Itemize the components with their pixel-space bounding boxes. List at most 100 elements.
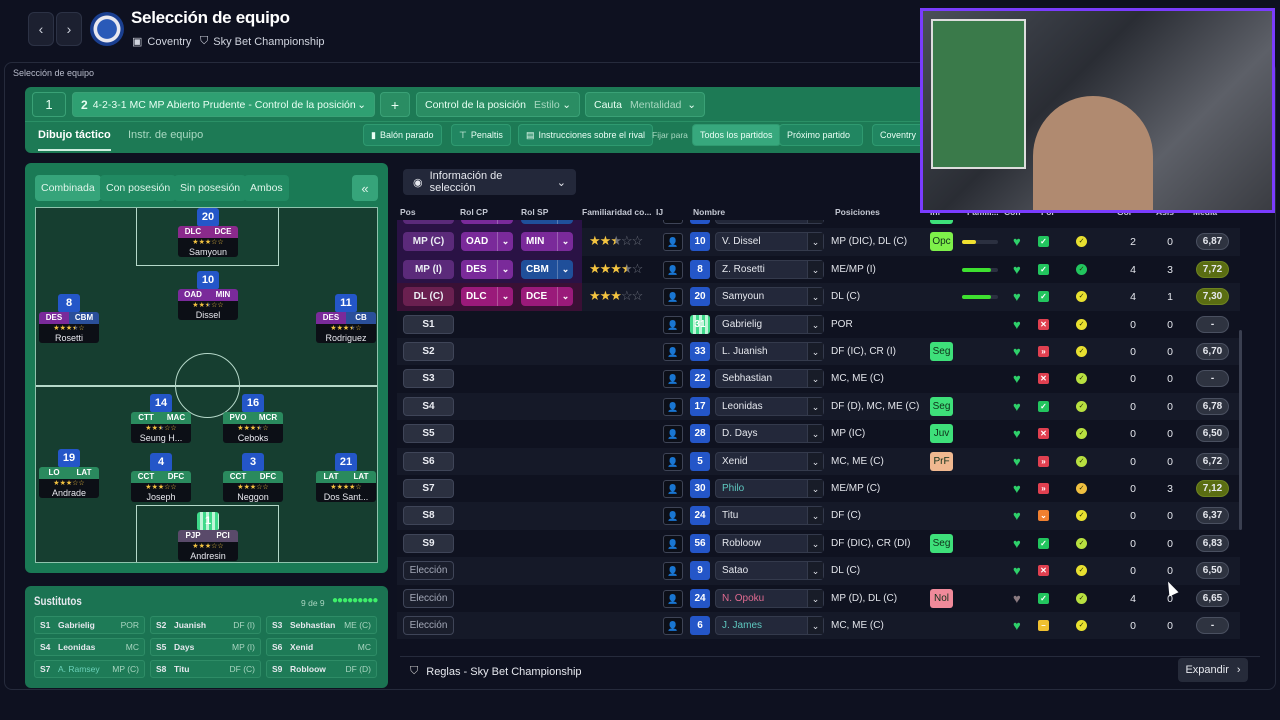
table-scrollbar[interactable] xyxy=(1239,330,1242,530)
role-sp-select[interactable]: CB⌄ xyxy=(521,220,573,224)
role-in-possession[interactable]: LAT xyxy=(316,471,346,483)
player-select[interactable]: J. James ⌄ xyxy=(715,616,824,635)
player-select[interactable]: Titu ⌄ xyxy=(715,506,824,526)
position-button[interactable]: S1 xyxy=(403,314,454,334)
substitute-item[interactable]: S2 Juanish DF (I) xyxy=(150,616,261,634)
substitute-item[interactable]: S5 Days MP (I) xyxy=(150,638,261,656)
tab-team-instructions[interactable]: Instr. de equipo xyxy=(128,129,204,141)
style-select[interactable]: Control de la posición Estilo ⌄ xyxy=(416,92,580,117)
role-out-of-possession[interactable]: DFC xyxy=(253,471,283,483)
pitch-player-card[interactable]: 10 OAD MIN ★★★☆☆ Dissel xyxy=(178,271,238,320)
table-row[interactable]: S8 👤 24 Titu ⌄ DF (C) ♥ ⌄ ✓ 0 0 6,37 xyxy=(397,502,1240,530)
competition-link[interactable]: ⛉ Sky Bet Championship xyxy=(200,35,325,48)
back-button[interactable]: ‹ xyxy=(28,12,54,46)
pitch-player-card[interactable]: 1 PJP PCI ★★★☆☆ Andresin xyxy=(178,512,238,561)
position-button[interactable]: Elección xyxy=(403,588,454,608)
role-out-of-possession[interactable]: MIN xyxy=(208,289,238,301)
substitute-item[interactable]: S7 A. Ramsey MP (C) xyxy=(34,660,145,678)
tab-in-possession[interactable]: Con posesión xyxy=(100,175,177,201)
table-row[interactable]: S1 👤 31 Gabrielig ⌄ POR ♥ ✕ ✓ 0 0 - xyxy=(397,310,1240,338)
role-cp-select[interactable]: DLC ⌄ xyxy=(461,287,513,307)
role-in-possession[interactable]: PJP xyxy=(178,530,208,542)
column-header[interactable]: Rol CP xyxy=(460,207,488,217)
position-button[interactable]: Elección xyxy=(403,561,454,581)
tab-tactical-drawing[interactable]: Dibujo táctico xyxy=(38,129,111,151)
position-button[interactable]: S3 xyxy=(403,369,454,389)
tactic-slot-button[interactable]: 1 xyxy=(32,92,66,117)
player-profile-button[interactable]: 👤 xyxy=(663,534,683,553)
role-in-possession[interactable]: CCT xyxy=(223,471,253,483)
pitch-player-card[interactable]: 19 LO LAT ★★★☆☆ Andrade xyxy=(39,449,99,498)
position-button[interactable]: S2 xyxy=(403,342,454,361)
role-cp-select[interactable]: DES ⌄ xyxy=(461,259,513,279)
column-header[interactable]: Rol SP xyxy=(521,207,549,217)
player-select[interactable]: Samyoun ⌄ xyxy=(715,287,824,307)
player-profile-button[interactable]: 👤 xyxy=(663,507,683,526)
substitute-item[interactable]: S1 Gabrielig POR xyxy=(34,616,145,634)
rules-link[interactable]: Reglas - Sky Bet Championship xyxy=(426,665,582,678)
pitch-player-card[interactable]: 14 CTT MAC ★★★☆☆ Seung H... xyxy=(131,394,191,443)
mentality-select[interactable]: Cauta Mentalidad ⌄ xyxy=(585,92,705,117)
player-profile-button[interactable]: 👤 xyxy=(663,617,683,635)
player-profile-button[interactable]: 👤 xyxy=(663,260,683,279)
player-select[interactable]: Leonidas ⌄ xyxy=(715,396,824,416)
player-select[interactable]: L. Juanish ⌄ xyxy=(715,342,824,361)
role-in-possession[interactable]: LO xyxy=(39,467,69,479)
position-button[interactable]: S8 xyxy=(403,506,454,526)
pitch-player-card[interactable]: 4 CCT DFC ★★★☆☆ Joseph xyxy=(131,453,191,502)
table-row[interactable]: S7 👤 30 Philo ⌄ ME/MP (C) ♥ » ✓ 0 3 7,12 xyxy=(397,475,1240,503)
position-button[interactable]: Elección xyxy=(403,616,454,635)
pitch-player-card[interactable]: 16 PVO MCR ★★★★☆ Ceboks xyxy=(223,394,283,443)
column-header[interactable]: Pos xyxy=(400,207,416,217)
tactic-select[interactable]: 2 4-2-3-1 MC MP Abierto Prudente - Contro… xyxy=(72,92,375,117)
player-profile-button[interactable]: 👤 xyxy=(663,288,683,307)
player-select[interactable]: V. Dissel ⌄ xyxy=(715,232,824,252)
player-select[interactable]: Sebhastian ⌄ xyxy=(715,369,824,389)
column-header[interactable]: Posiciones xyxy=(835,207,880,217)
player-profile-button[interactable]: 👤 xyxy=(663,233,683,252)
player-select[interactable]: Gabrielig ⌄ xyxy=(715,314,824,334)
substitute-item[interactable]: S9 Robloow DF (D) xyxy=(266,660,377,678)
substitute-item[interactable]: S6 Xenid MC xyxy=(266,638,377,656)
substitute-item[interactable]: S3 Sebhastian ME (C) xyxy=(266,616,377,634)
pitch-player-card[interactable]: 11 DES CB ★★★★☆ Rodriguez xyxy=(316,294,376,343)
player-profile-button[interactable]: 👤 xyxy=(663,452,683,471)
position-button[interactable]: S6 xyxy=(403,451,454,471)
role-out-of-possession[interactable]: MAC xyxy=(161,412,191,424)
opposition-instructions-button[interactable]: ▤ Instrucciones sobre el rival xyxy=(518,124,654,146)
substitute-item[interactable]: S4 Leonidas MC xyxy=(34,638,145,656)
player-profile-button[interactable]: 👤 xyxy=(663,562,683,581)
table-row[interactable]: S6 👤 5 Xenid ⌄ MC, ME (C) PrF ♥ » ✓ 0 0 6,72 xyxy=(397,447,1240,475)
role-out-of-possession[interactable]: CBM xyxy=(69,312,99,324)
column-header[interactable]: IJ xyxy=(656,207,664,217)
role-in-possession[interactable]: DES xyxy=(316,312,346,324)
tab-out-of-possession[interactable]: Sin posesión xyxy=(174,175,247,201)
table-row[interactable]: DL (C) DLC ⌄ DCE ⌄ ★★★☆☆ 👤 20 Samyoun ⌄ DL (C) ♥ ✓ ✓ 4… xyxy=(397,283,1240,311)
table-row[interactable]: MP (I) DES ⌄ CBM ⌄ ★★★★☆ 👤 8 Z. Rosetti ⌄ ME/MP (I… xyxy=(397,255,1240,284)
role-out-of-possession[interactable]: PCI xyxy=(208,530,238,542)
table-row[interactable]: MP (C) OAD ⌄ MIN ⌄ ★★★☆☆ 👤 10 V. Dissel ⌄ MP (DIC)… xyxy=(397,228,1240,256)
table-row[interactable]: S2 👤 33 L. Juanish ⌄ DF (IC), CR (I) Seg ♥ » ✓ 0 0 6… xyxy=(397,338,1240,366)
position-button[interactable]: S5 xyxy=(403,424,454,444)
column-header[interactable]: Familiaridad co... xyxy=(582,207,652,217)
set-pieces-button[interactable]: ▮ Balón parado xyxy=(363,124,442,146)
position-button[interactable]: S9 xyxy=(403,533,454,553)
player-profile-button[interactable]: 👤 xyxy=(663,343,683,361)
role-sp-select[interactable]: MIN ⌄ xyxy=(521,232,573,252)
player-select[interactable]: Z. Rosetti ⌄ xyxy=(715,259,824,279)
penalties-button[interactable]: ⊤ Penaltis xyxy=(451,124,511,146)
table-row[interactable]: S4 👤 17 Leonidas ⌄ DF (D), MC, ME (C) Seg ♥ ✓ ✓ 0 0… xyxy=(397,392,1240,421)
role-in-possession[interactable]: CTT xyxy=(131,412,161,424)
player-profile-button[interactable]: 👤 xyxy=(663,480,683,498)
position-button[interactable]: MP (D) xyxy=(403,220,454,224)
player-profile-button[interactable]: 👤 xyxy=(663,220,683,224)
role-in-possession[interactable]: DLC xyxy=(178,226,208,238)
position-button[interactable]: MP (C) xyxy=(403,232,454,252)
pitch-player-card[interactable]: 21 LAT LAT ★★★★☆ Dos Sant... xyxy=(316,453,376,502)
table-row[interactable]: S9 👤 56 Robloow ⌄ DF (DIC), CR (DI) Seg ♥ ✓ ✓ 0 0 6,… xyxy=(397,529,1240,558)
player-select[interactable]: E. Rodriguez⌄ xyxy=(715,220,824,224)
player-select[interactable]: Xenid ⌄ xyxy=(715,451,824,471)
player-profile-button[interactable]: 👤 xyxy=(663,397,683,416)
club-link[interactable]: ▣ Coventry xyxy=(132,35,192,49)
player-profile-button[interactable]: 👤 xyxy=(663,315,683,334)
